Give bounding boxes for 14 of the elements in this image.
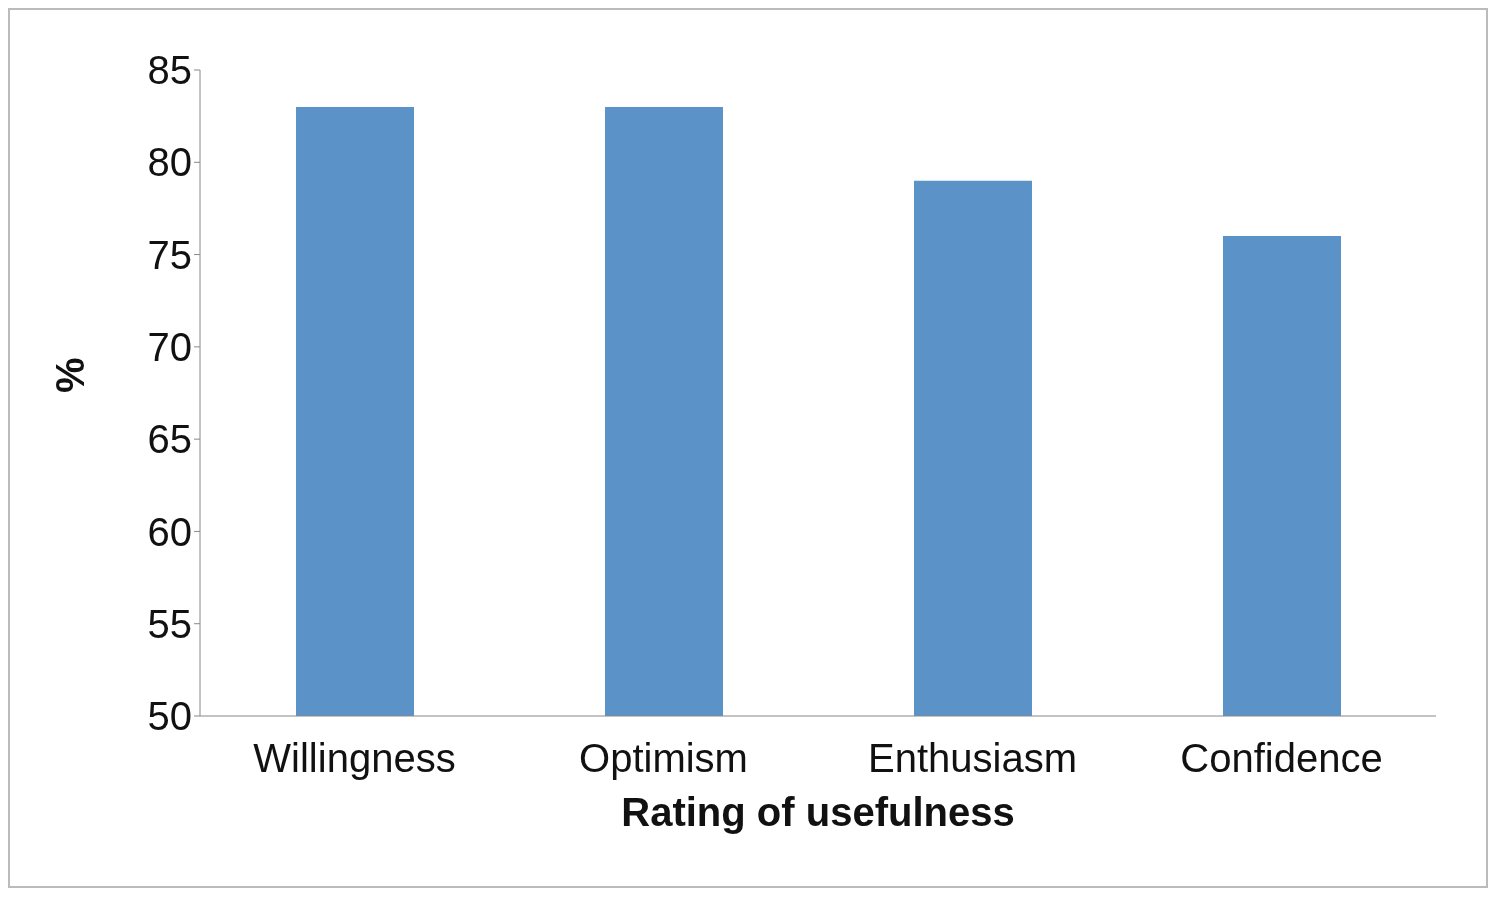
y-tick-label: 70: [147, 325, 192, 370]
y-tick-label: 85: [147, 48, 192, 93]
x-tick-label: Willingness: [253, 736, 456, 781]
y-tick-label: 75: [147, 232, 192, 277]
y-tick-label: 80: [147, 140, 192, 185]
x-tick-label: Enthusiasm: [868, 736, 1077, 781]
y-axis-title: %: [48, 357, 93, 393]
x-axis-title: Rating of usefulness: [621, 790, 1015, 834]
x-tick-label: Optimism: [579, 736, 748, 781]
y-tick-label: 50: [147, 694, 192, 739]
y-tick-label: 60: [147, 509, 192, 554]
x-tick-label: Confidence: [1180, 736, 1383, 781]
y-tick-label: 55: [147, 601, 192, 646]
y-tick-label: 65: [147, 417, 192, 462]
